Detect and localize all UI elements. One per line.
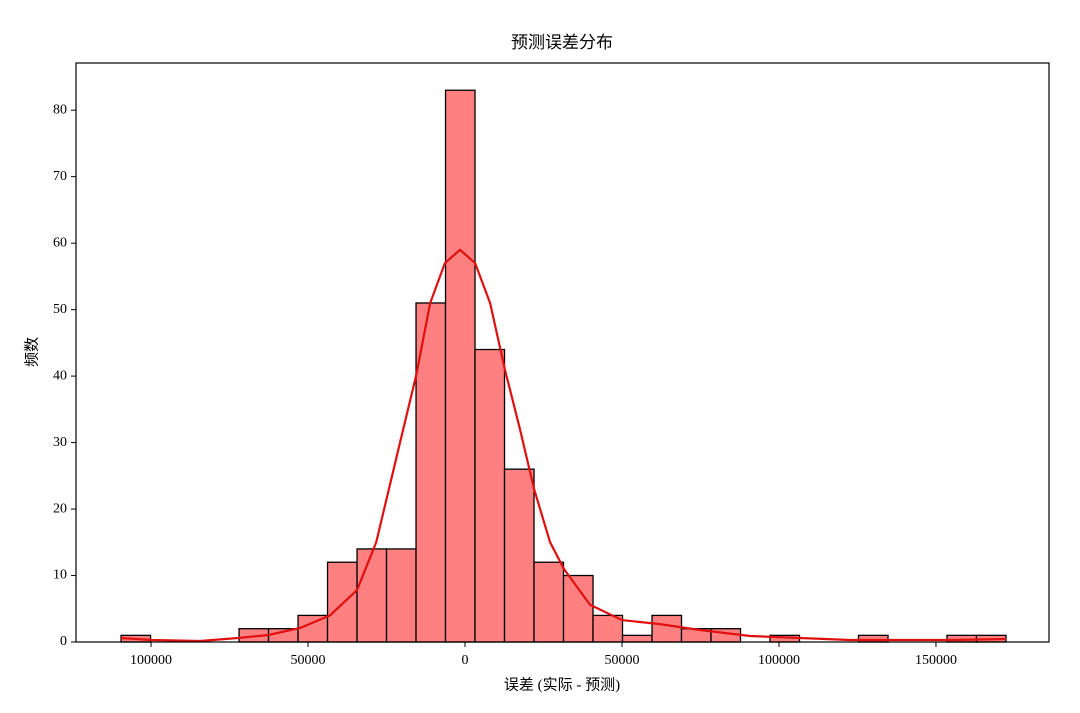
plot-frame [75,62,1050,643]
bar [326,561,358,643]
x-tick-label: 100000 [758,653,800,668]
bar [621,634,653,643]
y-tick-label: 60 [53,235,67,250]
bar [474,348,506,643]
x-tick-label: 100000 [130,653,172,668]
y-tick-label: 50 [53,302,67,317]
bar [533,561,565,643]
bar [562,574,594,643]
y-tick-label: 30 [53,435,67,450]
x-tick-label: 150000 [915,653,957,668]
bar [651,614,683,643]
chart-title: 预测误差分布 [511,33,613,52]
bar [592,614,624,643]
bar [385,548,417,643]
x-tick-label: 50000 [604,653,639,668]
y-tick-label: 40 [53,368,67,383]
y-tick-label: 0 [60,634,67,649]
bar [356,548,388,643]
bar [503,468,535,643]
x-axis-label: 误差 (实际 - 预测) [504,676,620,693]
kde-line [121,248,1007,643]
y-tick-label: 70 [53,169,67,184]
x-tick-label: 50000 [291,653,326,668]
y-tick-label: 80 [53,102,67,117]
y-tick-label: 20 [53,501,67,516]
y-tick-label: 10 [53,568,67,583]
bar [415,302,447,643]
bar [444,89,476,643]
x-tick-label: 0 [462,653,469,668]
y-axis-label: 频数 [23,337,40,367]
